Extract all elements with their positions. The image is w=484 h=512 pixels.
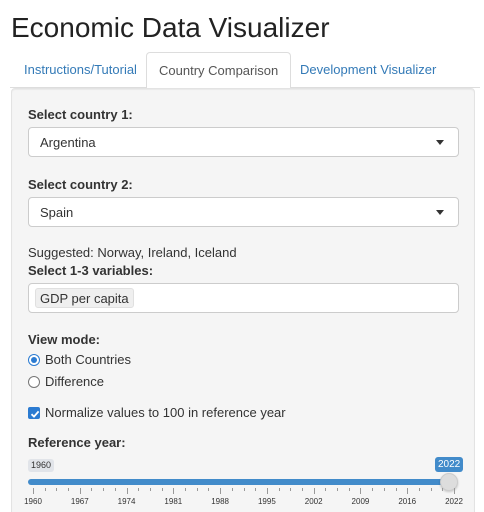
slider-major-tick (79, 488, 81, 494)
slider-minor-tick (395, 488, 397, 491)
slider-major-tick (360, 488, 362, 494)
slider-major-tick (173, 488, 175, 494)
slider-major-tick (126, 488, 128, 494)
slider-ticks (28, 488, 460, 496)
slider-tick-label: 1967 (70, 497, 89, 506)
reference-year-slider[interactable]: 1960 2022 1960 1967 1974 1981 1988 1995 2002 20… (24, 455, 464, 512)
slider-minor-tick (372, 488, 374, 491)
slider-minor-tick (161, 488, 163, 491)
slider-tick-label: 1974 (117, 497, 136, 506)
app-title: Economic Data Visualizer (11, 12, 330, 43)
slider-minor-tick (44, 488, 46, 491)
country2-select[interactable]: Spain (28, 197, 459, 227)
slider-minor-tick (348, 488, 350, 491)
variables-label: Select 1-3 variables: (28, 263, 154, 278)
slider-minor-tick (255, 488, 257, 491)
tab-bar: Instructions/Tutorial Country Comparison… (10, 52, 480, 89)
slider-tick-label: 1995 (257, 497, 276, 506)
slider-minor-tick (290, 488, 292, 491)
slider-minor-tick (337, 488, 339, 491)
slider-minor-tick (196, 488, 198, 491)
radio-both-countries-label: Both Countries (45, 352, 131, 367)
radio-difference-label: Difference (45, 374, 105, 389)
country1-select[interactable]: Argentina (28, 127, 459, 157)
slider-minor-tick (91, 488, 93, 491)
chevron-down-icon (436, 210, 444, 215)
chevron-down-icon (436, 140, 444, 145)
reference-year-label: Reference year: (28, 435, 126, 450)
slider-tick-label: 2022 (445, 497, 463, 506)
slider-minor-tick (383, 488, 385, 491)
slider-tick-label: 1981 (164, 497, 183, 506)
sidebar-panel: Select country 1: Argentina Select count… (11, 88, 475, 512)
slider-tick-label: 2002 (304, 497, 323, 506)
slider-minor-tick (325, 488, 327, 491)
slider-minor-tick (149, 488, 151, 491)
slider-minor-tick (430, 488, 432, 491)
slider-minor-tick (56, 488, 58, 491)
slider-major-tick (407, 488, 409, 494)
checkmark-icon (30, 410, 40, 418)
country2-label: Select country 2: (28, 177, 133, 192)
slider-major-tick (266, 488, 268, 494)
slider-major-tick (220, 488, 222, 494)
normalize-checkbox[interactable] (28, 407, 40, 419)
country1-label: Select country 1: (28, 107, 133, 122)
slider-major-tick (454, 488, 455, 494)
slider-major-tick (33, 488, 34, 494)
slider-minor-tick (185, 488, 187, 491)
radio-both-countries[interactable] (28, 354, 40, 366)
slider-tick-label: 1988 (211, 497, 230, 506)
variables-multiselect[interactable]: GDP per capita (28, 283, 459, 313)
tab-instructions[interactable]: Instructions/Tutorial (24, 62, 137, 77)
slider-minor-tick (103, 488, 105, 491)
country2-value: Spain (40, 205, 74, 220)
slider-tick-label: 2009 (351, 497, 370, 506)
slider-minor-tick (243, 488, 245, 491)
slider-minor-tick (138, 488, 140, 491)
slider-minor-tick (418, 488, 420, 491)
slider-minor-tick (114, 488, 116, 491)
view-mode-label: View mode: (28, 332, 101, 347)
suggested-countries: Suggested: Norway, Ireland, Iceland (28, 245, 237, 260)
slider-minor-tick (278, 488, 280, 491)
slider-value-badge: 2022 (435, 457, 464, 472)
slider-tick-label: 1960 (24, 497, 42, 506)
slider-tick-label: 2016 (398, 497, 417, 506)
slider-minor-tick (208, 488, 210, 491)
slider-minor-tick (68, 488, 70, 491)
slider-track[interactable] (28, 479, 448, 485)
radio-difference[interactable] (28, 376, 40, 388)
variable-chip[interactable]: GDP per capita (35, 288, 134, 308)
slider-minor-tick (231, 488, 233, 491)
slider-handle[interactable] (440, 473, 458, 491)
normalize-label: Normalize values to 100 in reference yea… (45, 405, 286, 420)
tab-country-comparison[interactable]: Country Comparison (146, 52, 292, 89)
tab-development-visualizer[interactable]: Development Visualizer (300, 62, 437, 77)
country1-value: Argentina (40, 135, 96, 150)
slider-minor-tick (442, 488, 444, 491)
slider-minor-tick (301, 488, 303, 491)
slider-min-badge: 1960 (28, 459, 55, 472)
slider-major-tick (313, 488, 315, 494)
